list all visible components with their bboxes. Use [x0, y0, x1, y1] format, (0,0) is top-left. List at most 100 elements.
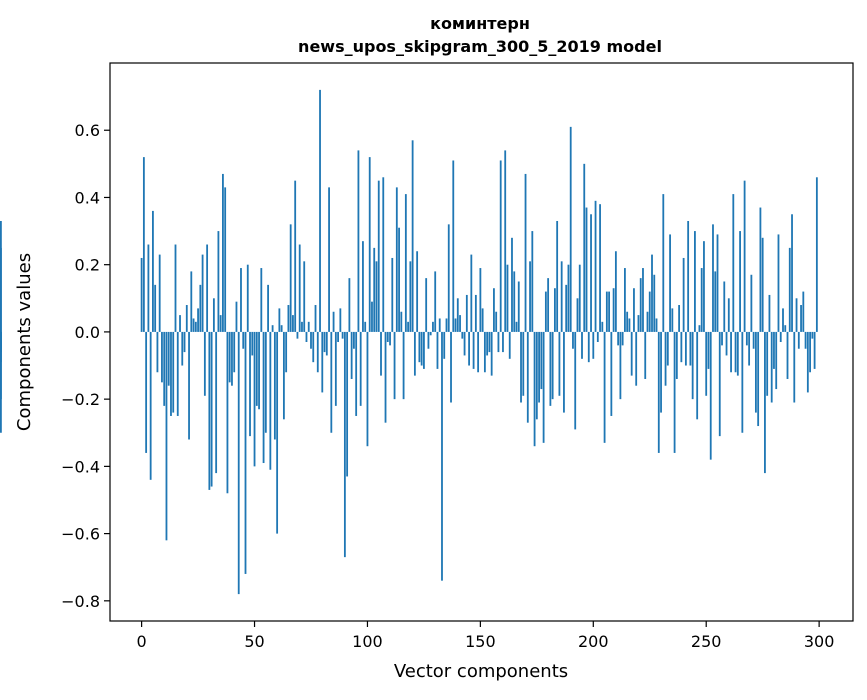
- bar-297: [811, 331, 814, 339]
- bar-85: [332, 311, 335, 332]
- bar-126: [425, 278, 428, 332]
- bar-187: [563, 331, 565, 413]
- bar-251: [707, 331, 710, 369]
- bar-190: [569, 126, 572, 332]
- bar-241: [684, 331, 687, 366]
- bar-55: [264, 331, 267, 433]
- bar-248: [700, 268, 703, 332]
- y-tick-label: 0.4: [75, 188, 100, 207]
- bar-133: [441, 331, 443, 581]
- bar-175: [535, 331, 538, 420]
- bar-40: [231, 331, 233, 386]
- bar-288: [791, 214, 793, 332]
- bar-65: [287, 305, 290, 332]
- bar-150: [479, 268, 482, 332]
- bar-78: [316, 331, 319, 373]
- bar-172: [529, 261, 531, 332]
- bar-255: [716, 234, 719, 332]
- bar-236: [673, 331, 676, 453]
- bar-227: [653, 274, 656, 332]
- bar-176: [538, 331, 540, 403]
- bar-201: [594, 200, 597, 332]
- bar-265: [739, 231, 741, 332]
- bar-undefined: [0, 331, 2, 433]
- bar-100: [366, 331, 369, 447]
- bar-47: [246, 264, 249, 332]
- bar-262: [732, 194, 735, 332]
- bar-182: [551, 331, 554, 400]
- x-tick-label: 300: [804, 632, 835, 651]
- bar-293: [802, 291, 805, 332]
- bar-299: [815, 177, 818, 332]
- bar-269: [748, 331, 751, 366]
- bar-18: [181, 331, 184, 366]
- bar-130: [434, 271, 437, 332]
- bar-58: [271, 325, 274, 332]
- bar-94: [353, 331, 355, 349]
- bar-155: [490, 331, 493, 376]
- bar-91: [346, 331, 349, 477]
- x-tick-label: 200: [578, 632, 609, 651]
- bar-22: [190, 271, 193, 332]
- bar-213: [621, 331, 624, 346]
- bar-196: [583, 163, 586, 332]
- bar-30: [208, 331, 211, 490]
- bar-157: [495, 311, 498, 332]
- bar-207: [608, 291, 610, 332]
- bar-274: [759, 207, 762, 332]
- bar-136: [447, 224, 450, 332]
- bar-52: [258, 331, 260, 410]
- bar-238: [678, 305, 681, 332]
- bar-168: [520, 331, 522, 403]
- bar-26: [199, 284, 202, 332]
- bar-12: [167, 331, 170, 386]
- bar-73: [305, 331, 308, 342]
- bar-202: [596, 331, 599, 342]
- bar-183: [553, 288, 556, 332]
- bar-111: [391, 257, 394, 332]
- bar-88: [339, 308, 342, 332]
- bar-217: [630, 331, 633, 376]
- bar-99: [364, 321, 367, 332]
- bar-83: [328, 187, 330, 332]
- bar-27: [201, 254, 204, 332]
- bar-2: [145, 331, 148, 453]
- bar-undefined: [0, 331, 2, 342]
- bar-79: [319, 89, 321, 332]
- x-tick-label: 100: [352, 632, 383, 651]
- bar-231: [662, 194, 665, 332]
- bar-153: [486, 331, 489, 356]
- bar-179: [544, 291, 547, 332]
- bar-145: [468, 331, 470, 366]
- bar-29: [206, 244, 209, 332]
- bar-80: [321, 331, 324, 393]
- bar-211: [617, 331, 620, 346]
- bar-278: [768, 294, 771, 332]
- bar-106: [380, 331, 382, 376]
- x-tick-label: 150: [465, 632, 496, 651]
- bar-279: [770, 331, 773, 403]
- bar-92: [348, 278, 351, 332]
- bar-194: [578, 264, 581, 332]
- bar-193: [576, 298, 579, 332]
- bar-125: [423, 331, 425, 369]
- bar-121: [413, 331, 416, 376]
- bar-24: [194, 321, 197, 332]
- bar-263: [734, 331, 737, 373]
- bar-76: [312, 331, 315, 363]
- bar-138: [452, 160, 455, 332]
- bar-243: [689, 331, 692, 366]
- bar-117: [404, 194, 407, 332]
- y-tick-label: −0.2: [61, 390, 100, 409]
- bar-275: [761, 237, 764, 332]
- bar-277: [766, 331, 769, 396]
- bar-129: [432, 321, 434, 332]
- bar-185: [558, 331, 561, 396]
- bar-162: [506, 264, 509, 332]
- bar-8: [158, 254, 161, 332]
- bar-21: [188, 331, 190, 440]
- bar-16: [176, 331, 179, 416]
- bar-104: [375, 261, 378, 332]
- bar-276: [764, 331, 766, 474]
